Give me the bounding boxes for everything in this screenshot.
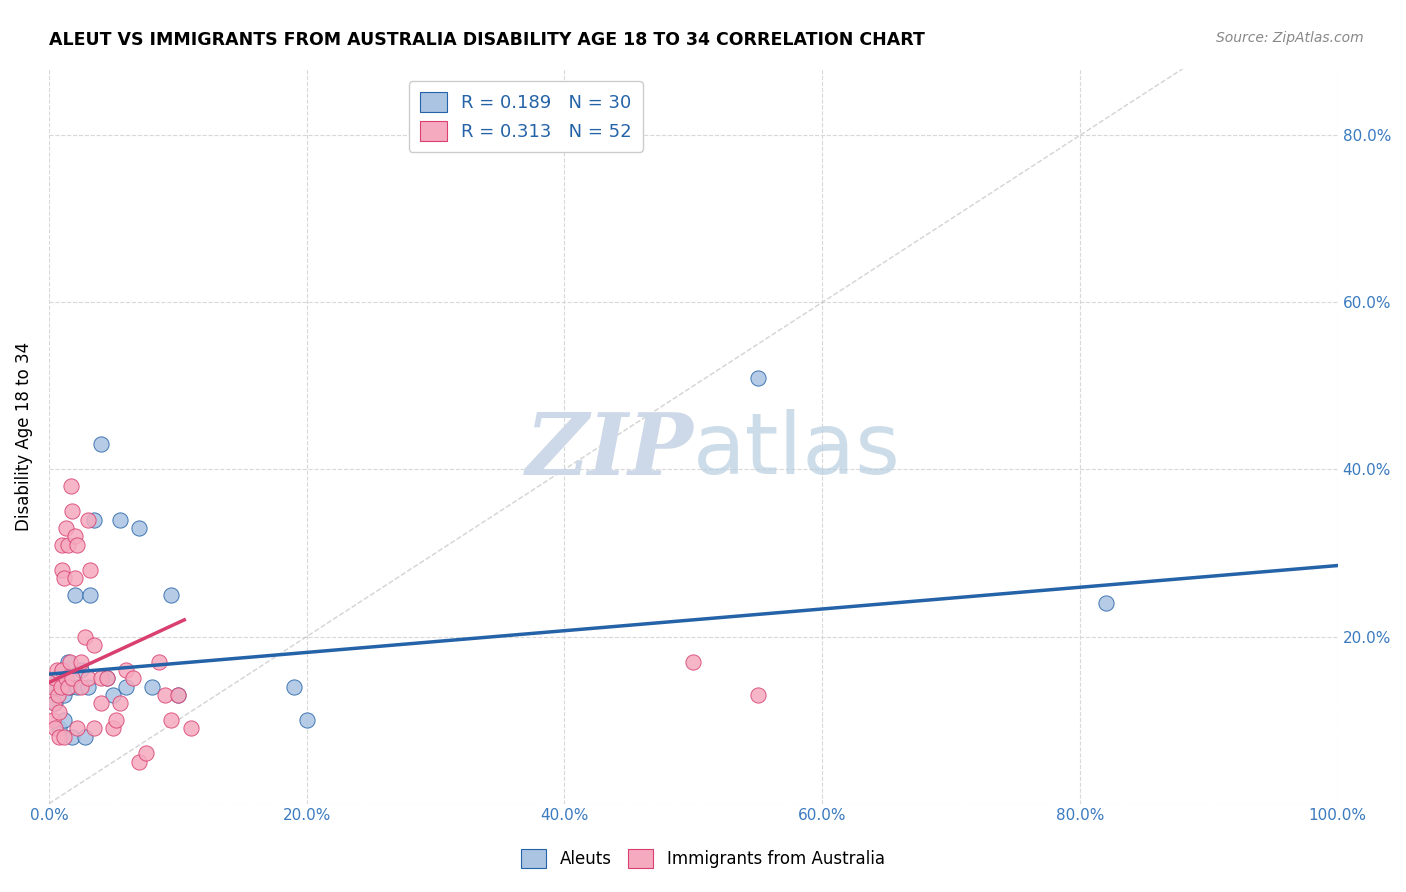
- Point: [46, 671, 69, 685]
- Point: [44, 671, 66, 685]
- Point: [44, 722, 66, 736]
- Point: [59, 479, 82, 493]
- Point: [128, 521, 150, 535]
- Point: [682, 655, 704, 669]
- Point: [141, 680, 163, 694]
- Point: [153, 688, 176, 702]
- Legend: Aleuts, Immigrants from Australia: Aleuts, Immigrants from Australia: [515, 843, 891, 875]
- Point: [103, 722, 125, 736]
- Point: [73, 730, 96, 744]
- Point: [160, 713, 183, 727]
- Point: [76, 513, 98, 527]
- Point: [55, 671, 77, 685]
- Point: [53, 713, 76, 727]
- Point: [103, 688, 125, 702]
- Point: [70, 655, 93, 669]
- Point: [747, 688, 769, 702]
- Text: atlas: atlas: [693, 409, 901, 492]
- Point: [66, 722, 89, 736]
- Text: ALEUT VS IMMIGRANTS FROM AUSTRALIA DISABILITY AGE 18 TO 34 CORRELATION CHART: ALEUT VS IMMIGRANTS FROM AUSTRALIA DISAB…: [49, 31, 925, 49]
- Point: [51, 663, 73, 677]
- Point: [89, 671, 111, 685]
- Point: [51, 563, 73, 577]
- Point: [42, 713, 65, 727]
- Point: [58, 655, 80, 669]
- Point: [128, 755, 150, 769]
- Point: [41, 680, 63, 694]
- Point: [96, 671, 118, 685]
- Point: [55, 521, 77, 535]
- Point: [58, 655, 80, 669]
- Point: [180, 722, 202, 736]
- Point: [83, 513, 105, 527]
- Point: [135, 747, 157, 761]
- Point: [63, 571, 86, 585]
- Point: [44, 697, 66, 711]
- Point: [121, 671, 143, 685]
- Point: [89, 697, 111, 711]
- Point: [115, 663, 138, 677]
- Point: [166, 688, 188, 702]
- Point: [48, 730, 70, 744]
- Point: [108, 513, 131, 527]
- Point: [160, 588, 183, 602]
- Text: Source: ZipAtlas.com: Source: ZipAtlas.com: [1216, 31, 1364, 45]
- Point: [49, 680, 72, 694]
- Point: [58, 680, 80, 694]
- Point: [148, 655, 170, 669]
- Point: [104, 713, 127, 727]
- Point: [60, 671, 83, 685]
- Point: [70, 663, 93, 677]
- Point: [79, 563, 101, 577]
- Point: [63, 529, 86, 543]
- Point: [58, 680, 80, 694]
- Point: [46, 688, 69, 702]
- Point: [108, 697, 131, 711]
- Point: [70, 680, 93, 694]
- Legend: R = 0.189   N = 30, R = 0.313   N = 52: R = 0.189 N = 30, R = 0.313 N = 52: [409, 81, 643, 152]
- Point: [89, 437, 111, 451]
- Point: [53, 688, 76, 702]
- Point: [51, 663, 73, 677]
- Point: [747, 370, 769, 384]
- Point: [53, 571, 76, 585]
- Point: [45, 663, 67, 677]
- Point: [60, 504, 83, 518]
- Point: [76, 671, 98, 685]
- Point: [115, 680, 138, 694]
- Point: [283, 680, 305, 694]
- Point: [76, 680, 98, 694]
- Y-axis label: Disability Age 18 to 34: Disability Age 18 to 34: [15, 342, 32, 531]
- Point: [58, 538, 80, 552]
- Point: [83, 638, 105, 652]
- Point: [51, 538, 73, 552]
- Point: [42, 697, 65, 711]
- Point: [83, 722, 105, 736]
- Point: [79, 588, 101, 602]
- Point: [96, 671, 118, 685]
- Point: [1094, 596, 1116, 610]
- Point: [63, 588, 86, 602]
- Point: [295, 713, 318, 727]
- Point: [48, 722, 70, 736]
- Point: [166, 688, 188, 702]
- Text: ZIP: ZIP: [526, 409, 693, 492]
- Point: [53, 730, 76, 744]
- Point: [66, 538, 89, 552]
- Point: [44, 680, 66, 694]
- Point: [73, 630, 96, 644]
- Point: [60, 730, 83, 744]
- Point: [48, 705, 70, 719]
- Point: [66, 680, 89, 694]
